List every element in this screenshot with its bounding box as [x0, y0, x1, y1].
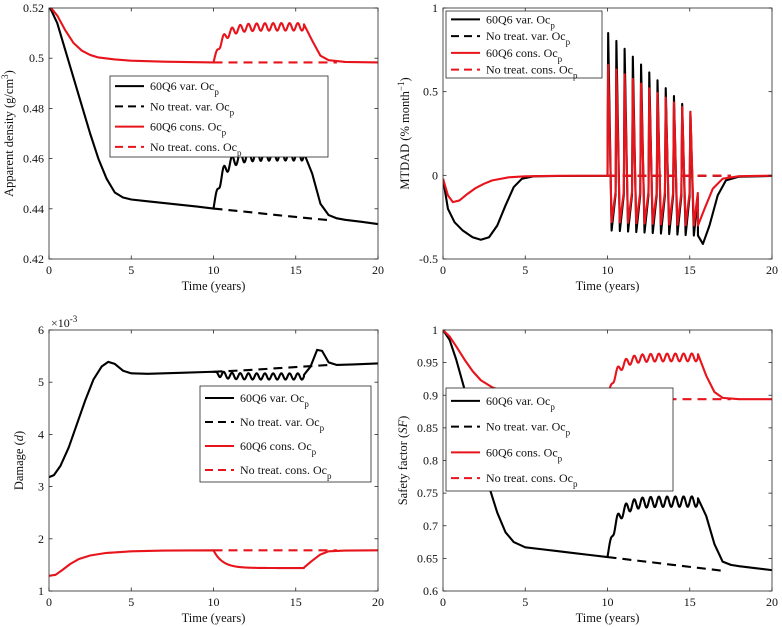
legend-label: No treat. cons. Ocp [240, 463, 332, 481]
y-axis-label: Safety factor (SF) [396, 416, 410, 506]
y-axis-label: Damage (d) [12, 431, 26, 490]
legend-label: 60Q6 cons. Ocp [150, 120, 227, 138]
y-tick-label: 0.65 [417, 551, 438, 565]
chart-sf: 0 5 10 15 20 0.6 0.65 0.7 0.75 0.8 0.85 0.9 0.95 1 Tim… [396, 323, 778, 625]
legend: 60Q6 var. Ocp No treat. var. Ocp 60Q6 cons… [199, 385, 372, 483]
y-tick-label: 0.95 [417, 356, 438, 370]
x-axis-label: Time (years) [182, 611, 246, 625]
legend: 60Q6 var. Ocp No treat. var. Ocp 60Q6 cons… [445, 387, 674, 492]
legend-box [109, 75, 329, 158]
legend-box [445, 10, 603, 79]
x-axis-label: Time (years) [182, 279, 246, 293]
series-group [443, 32, 772, 245]
y-tick-label: 0.44 [23, 202, 44, 216]
y-tick-label: 1 [432, 1, 438, 15]
x-axis-label: Time (years) [576, 279, 640, 293]
series-line-60q6-cons-ocp [49, 8, 378, 64]
y-tick-label: -0.5 [419, 252, 438, 266]
y-tick-label: 6 [38, 323, 44, 337]
legend-label: 60Q6 var. Ocp [486, 12, 555, 30]
y-tick-label: 4 [38, 427, 44, 441]
x-tick-label: 15 [684, 595, 696, 609]
x-tick-label: 20 [766, 263, 778, 277]
y-tick-label: 1 [38, 584, 44, 598]
x-tick-label: 15 [684, 263, 696, 277]
x-tick-label: 0 [440, 595, 446, 609]
y-tick-label: 0.5 [29, 51, 44, 65]
legend: 60Q6 var. Ocp No treat. var. Ocp 60Q6 cons… [109, 75, 329, 158]
legend-label: No treat. cons. Ocp [486, 63, 578, 81]
legend-label: No treat. var. Ocp [486, 420, 571, 438]
y-tick-label: 0.46 [23, 152, 44, 166]
series-line-no-treat-var-ocp [213, 207, 329, 222]
x-tick-label: 20 [372, 263, 384, 277]
legend-label: 60Q6 cons. Ocp [486, 46, 563, 64]
x-tick-label: 0 [46, 263, 52, 277]
series-line-no-treat-var-ocp [607, 556, 723, 572]
y-tick-label: 0 [432, 168, 438, 182]
legend-label: No treat. var. Ocp [486, 29, 571, 47]
y-tick-label: 0.85 [417, 421, 438, 435]
chart-density: 0 5 10 15 20 0.42 0.44 0.46 0.48 0.5 0.52 Time (yea… [0, 1, 384, 293]
series-group [49, 348, 378, 577]
x-tick-label: 10 [208, 263, 220, 277]
y-tick-label: 2 [38, 532, 44, 546]
legend-label: 60Q6 var. Ocp [240, 391, 309, 409]
legend-label: No treat. cons. Ocp [486, 471, 578, 489]
y-tick-label: 3 [38, 480, 44, 494]
x-tick-label: 20 [372, 595, 384, 609]
series-line-no-treat-var-ocp [213, 363, 329, 373]
y-tick-label: 0.52 [23, 1, 44, 15]
y-tick-label: 1 [432, 323, 438, 337]
legend-label: 60Q6 cons. Ocp [486, 445, 563, 463]
y-axis-label: Apparent density (g/cm3) [0, 70, 16, 197]
y-axis-label: MTDAD (% month−1) [396, 77, 412, 189]
x-axis-label: Time (years) [576, 611, 640, 625]
x-tick-label: 5 [522, 263, 528, 277]
y-tick-label: 0.8 [423, 454, 438, 468]
legend-label: 60Q6 var. Ocp [150, 79, 219, 97]
axis-multiplier: ×10-3 [51, 314, 78, 330]
x-tick-label: 15 [290, 263, 302, 277]
x-tick-label: 5 [128, 595, 134, 609]
x-tick-label: 20 [766, 595, 778, 609]
legend-label: No treat. var. Ocp [240, 415, 325, 433]
x-tick-label: 5 [522, 595, 528, 609]
series-line-60q6-var-ocp [49, 348, 378, 479]
y-tick-label: 0.48 [23, 101, 44, 115]
legend-label: 60Q6 var. Ocp [486, 394, 555, 412]
x-tick-label: 0 [46, 595, 52, 609]
chart-damage: 0 5 10 15 20 1 2 3 4 5 6 Time (years) Damage (d) ×10-… [12, 314, 384, 625]
x-tick-label: 0 [440, 263, 446, 277]
y-tick-label: 0.7 [423, 519, 438, 533]
x-tick-label: 5 [128, 263, 134, 277]
y-tick-label: 0.6 [423, 584, 438, 598]
legend-label: No treat. cons. Ocp [150, 140, 242, 158]
series-line-60q6-cons-ocp [443, 330, 772, 401]
legend-label: 60Q6 cons. Ocp [240, 439, 317, 457]
series-line-60q6-var-ocp [443, 330, 772, 572]
x-tick-label: 10 [602, 595, 614, 609]
y-tick-label: 0.42 [23, 252, 44, 266]
x-tick-label: 10 [208, 595, 220, 609]
x-tick-label: 15 [290, 595, 302, 609]
series-line-60q6-cons-ocp [49, 549, 378, 577]
legend-box [445, 387, 674, 492]
legend-label: No treat. var. Ocp [150, 99, 235, 117]
y-tick-label: 0.9 [423, 388, 438, 402]
y-tick-label: 5 [38, 375, 44, 389]
series-line-60q6-cons-ocp [443, 63, 772, 227]
y-tick-label: 0.75 [417, 486, 438, 500]
legend-box [199, 385, 372, 483]
x-tick-label: 10 [602, 263, 614, 277]
y-tick-label: 0.5 [423, 85, 438, 99]
